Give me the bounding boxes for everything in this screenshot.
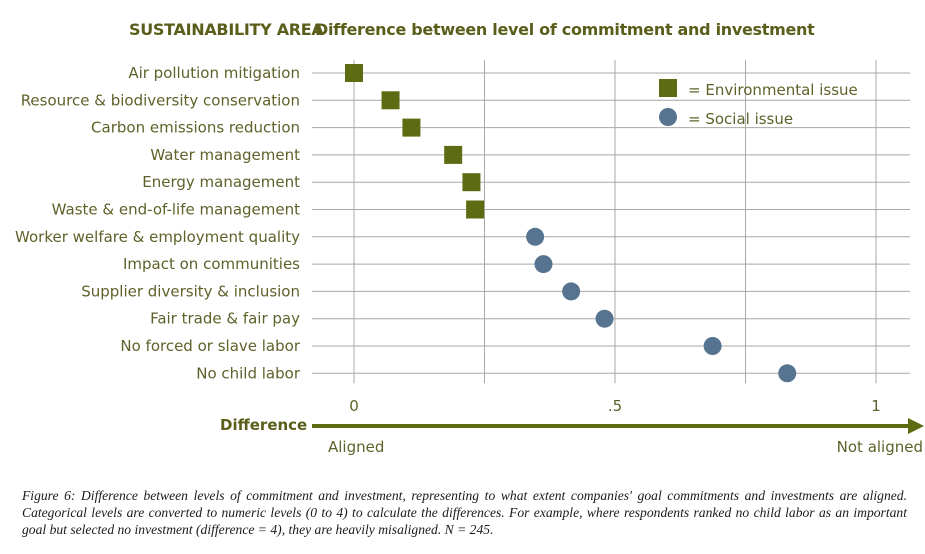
x-tick-label-0-5: .5: [608, 397, 622, 415]
x-tick-labels: 0.5 1: [349, 397, 881, 415]
social-marker-no-forced-or-slave-labor: [703, 337, 722, 355]
legend-social-label: = Social issue: [688, 110, 793, 128]
legend-environmental-label: = Environmental issue: [688, 81, 858, 99]
environmental-marker-air-pollution-mitigation: [345, 64, 363, 82]
category-label-fair-trade-and-fair-pay: Fair trade & fair pay: [150, 310, 300, 328]
category-label-carbon-emissions-reduction: Carbon emissions reduction: [91, 119, 300, 137]
data-markers: [345, 64, 797, 383]
chart: SUSTAINABILITY AREA Difference between l…: [15, 20, 924, 456]
category-label-energy-management: Energy management: [142, 173, 300, 191]
social-marker-worker-welfare-and-employment-quality: [526, 227, 545, 246]
x-tick-label-1: 1: [871, 397, 881, 415]
environmental-marker-waste-and-end-of-life-management: [466, 200, 485, 219]
category-label-impact-on-communities: Impact on communities: [123, 255, 300, 273]
category-label-resource-and-biodiversity-conservation: Resource & biodiversity conservation: [21, 91, 300, 109]
category-label-supplier-diversity-and-inclusion: Supplier diversity & inclusion: [81, 282, 300, 300]
social-marker-no-child-labor: [778, 364, 797, 383]
x-axis-not-aligned-label: Not aligned: [837, 438, 923, 456]
environmental-marker-resource-and-biodiversity-conservation: [381, 91, 400, 110]
environmental-marker-water-management: [444, 145, 463, 164]
figure-caption: Figure 6: Difference between levels of c…: [22, 488, 907, 537]
category-label-no-child-labor: No child labor: [196, 364, 301, 382]
x-tick-label-0: 0: [349, 397, 359, 415]
legend: = Environmental issue = Social issue: [659, 79, 858, 128]
category-label-waste-and-end-of-life-management: Waste & end-of-life management: [52, 201, 300, 219]
category-label-water-management: Water management: [150, 146, 300, 164]
social-marker-supplier-diversity-and-inclusion: [562, 282, 581, 301]
x-axis-title: Difference: [220, 416, 307, 434]
legend-social-swatch: [659, 108, 677, 126]
header-sustainability-area: SUSTAINABILITY AREA: [129, 20, 324, 39]
x-axis-arrow-head: [908, 418, 924, 434]
category-label-worker-welfare-and-employment-quality: Worker welfare & employment quality: [15, 228, 300, 246]
social-marker-fair-trade-and-fair-pay: [595, 309, 614, 328]
social-marker-impact-on-communities: [534, 255, 553, 274]
environmental-marker-carbon-emissions-reduction: [402, 118, 421, 137]
header-difference-title: Difference between level of commitment a…: [315, 20, 815, 39]
category-labels: Air pollution mitigation Resource & biodi…: [15, 64, 301, 382]
grid: [312, 60, 910, 384]
category-label-no-forced-or-slave-labor: No forced or slave labor: [120, 337, 300, 355]
category-label-air-pollution-mitigation: Air pollution mitigation: [128, 64, 300, 82]
x-axis-aligned-label: Aligned: [328, 438, 384, 456]
environmental-marker-energy-management: [462, 173, 481, 192]
legend-environmental-swatch: [659, 79, 677, 97]
